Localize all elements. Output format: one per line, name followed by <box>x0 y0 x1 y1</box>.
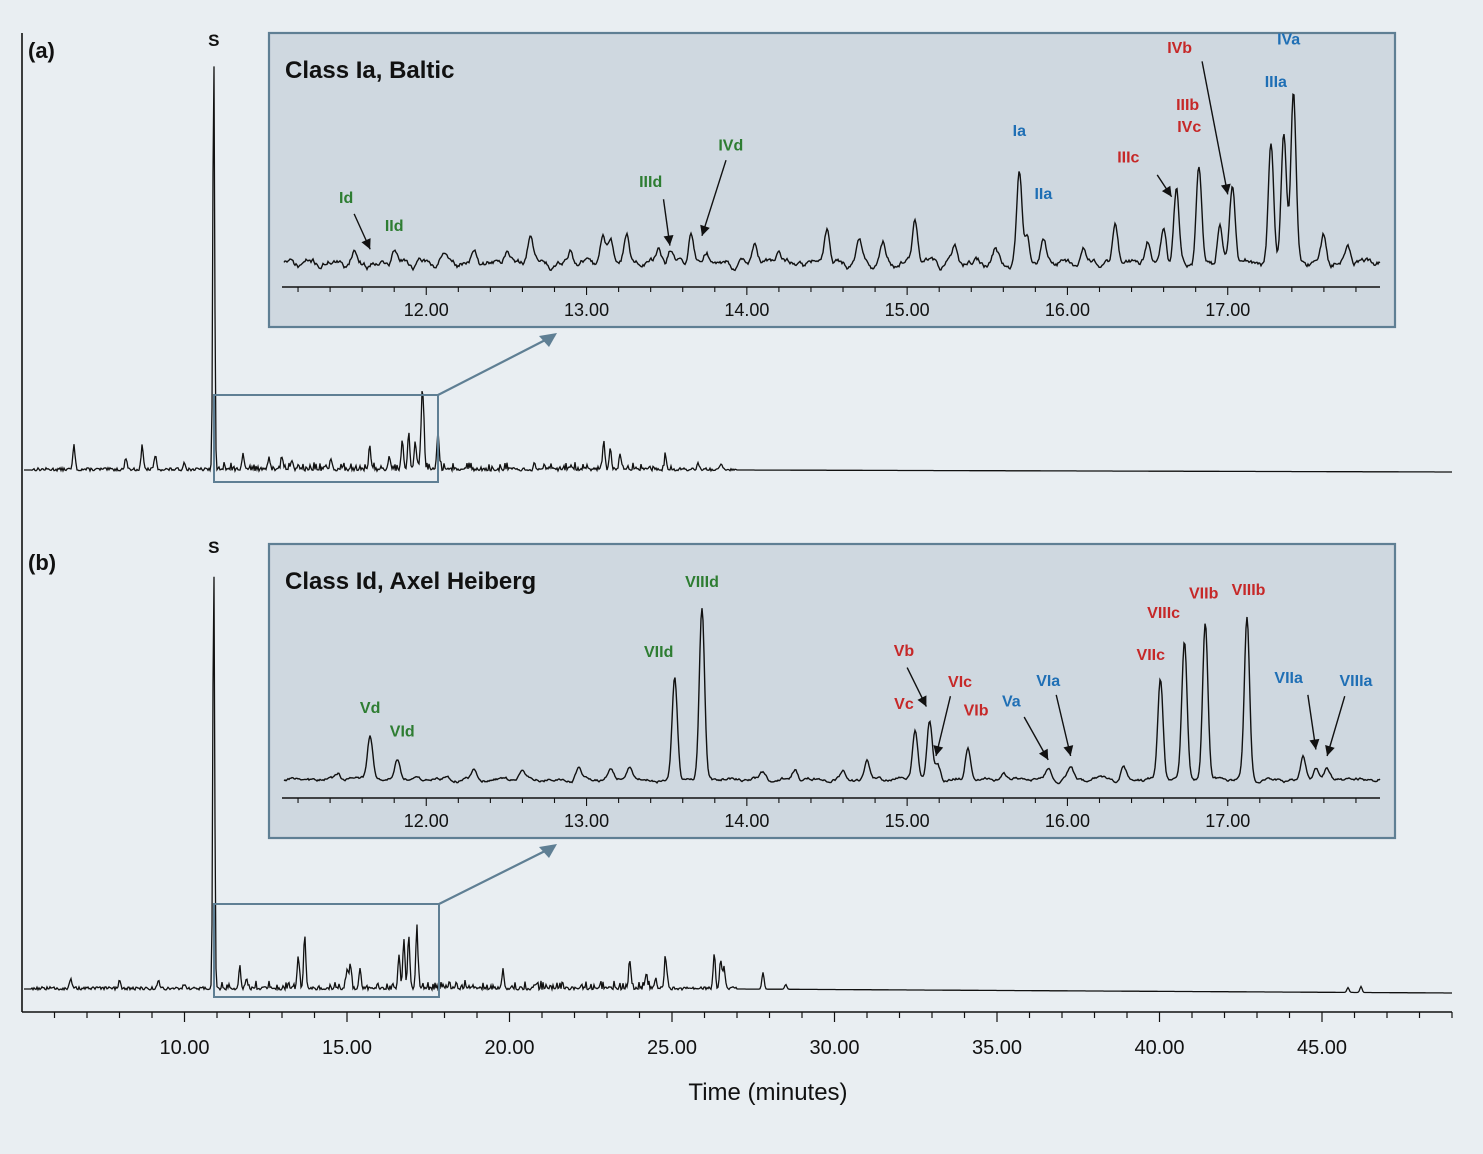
peak-label-VIIIa: VIIIa <box>1340 673 1373 690</box>
peak-arrow-head <box>1325 744 1335 756</box>
peak-label-VIIIb: VIIIb <box>1232 582 1266 599</box>
inset-x-tick-label: 16.00 <box>1045 811 1090 831</box>
zoom-connector-arrowhead <box>539 844 557 858</box>
inset-x-tick-label: 12.00 <box>404 300 449 320</box>
peak-label-VIIa: VIIa <box>1274 670 1303 687</box>
inset-x-tick-label: 15.00 <box>885 300 930 320</box>
peak-arrow-line <box>1326 696 1346 757</box>
peak-label-IIa: IIa <box>1034 186 1052 203</box>
peak-arrow-head <box>1309 738 1320 750</box>
zoom-connector-line <box>437 334 556 396</box>
peak-label-IVc: IVc <box>1177 119 1201 136</box>
peak-arrow-head <box>1220 183 1231 195</box>
zoom-connector-line <box>438 845 556 905</box>
x-axis-label: Time (minutes) <box>688 1079 847 1106</box>
peak-label-VId: VId <box>390 724 415 741</box>
zoom-region-box <box>213 394 439 483</box>
inset-panel <box>267 542 1397 840</box>
peak-arrow-line <box>1201 61 1229 195</box>
main-chromatogram-trace <box>24 66 1452 474</box>
peak-label-IVd: IVd <box>718 137 743 154</box>
peak-label-VIIc: VIIc <box>1137 647 1166 664</box>
inset-x-tick-label: 17.00 <box>1205 811 1250 831</box>
peak-label-VIIId: VIIId <box>685 574 719 591</box>
inset-title: Class Id, Axel Heiberg <box>285 568 536 595</box>
peak-arrow-head <box>700 224 710 236</box>
inset-title: Class Ia, Baltic <box>285 57 454 84</box>
panel-a: (a) S Class Ia, Baltic 12.00 13.00 14.00 15.00… <box>24 31 1452 483</box>
peak-label-IIIc: IIIc <box>1117 150 1139 167</box>
x-tick-label: 30.00 <box>809 1037 859 1059</box>
inset-x-tick-label: 16.00 <box>1045 300 1090 320</box>
peak-arrow-line <box>935 696 952 757</box>
peak-label-IVa: IVa <box>1277 31 1300 48</box>
inset-x-tick-label: 14.00 <box>724 300 769 320</box>
peak-label-Vd: Vd <box>360 700 380 717</box>
peak-arrow-line <box>701 159 727 237</box>
inset-x-tick-label: 12.00 <box>404 811 449 831</box>
peak-arrow-line <box>1055 694 1072 757</box>
inset-panel <box>267 31 1397 329</box>
peak-label-IId: IId <box>385 218 404 235</box>
peak-arrow-head <box>361 238 371 250</box>
panel-b: (b) S Class Id, Axel Heiberg 12.00 13.00 14.0… <box>24 538 1452 998</box>
peak-arrow-head <box>1038 748 1049 760</box>
inset-x-tick-label: 15.00 <box>885 811 930 831</box>
inset-chromatogram-trace <box>283 608 1381 785</box>
x-tick-label: 45.00 <box>1297 1037 1347 1059</box>
peak-label-Va: Va <box>1002 694 1021 711</box>
peak-label-Vb: Vb <box>894 643 915 660</box>
peak-label-IIId: IIId <box>639 174 662 191</box>
peak-label-Id: Id <box>339 190 353 207</box>
panel-letter: (a) <box>28 38 55 63</box>
peak-arrow-head <box>1161 185 1172 197</box>
zoom-connector-arrowhead <box>539 333 557 347</box>
peak-arrow-head <box>933 745 944 756</box>
main-chromatogram-trace <box>24 576 1452 994</box>
peak-label-IVb: IVb <box>1167 40 1192 57</box>
x-tick-label: 25.00 <box>647 1037 697 1059</box>
inset-x-tick-label: 13.00 <box>564 811 609 831</box>
inset-x-tick-label: 14.00 <box>724 811 769 831</box>
peak-label-VIb: VIb <box>964 703 989 720</box>
peak-arrow-head <box>917 695 927 707</box>
inset-x-tick-label: 13.00 <box>564 300 609 320</box>
x-tick-label: 40.00 <box>1134 1037 1184 1059</box>
peak-label-Ia: Ia <box>1013 123 1026 140</box>
peak-arrow-head <box>1063 745 1074 756</box>
panel-letter: (b) <box>28 550 56 575</box>
x-tick-label: 10.00 <box>159 1037 209 1059</box>
s-peak-label: S <box>208 538 219 557</box>
peak-label-IIIa: IIIa <box>1265 74 1287 91</box>
peak-label-IIIb: IIIb <box>1176 97 1199 114</box>
peak-label-VIc: VIc <box>948 674 972 691</box>
main-axes: 10.00 15.00 20.00 25.00 30.00 35.00 40.00 45.00 <box>21 33 1453 1059</box>
peak-label-VIId: VIId <box>644 644 673 661</box>
peak-label-VIIb: VIIb <box>1189 586 1219 603</box>
s-peak-label: S <box>208 31 219 50</box>
peak-label-Vc: Vc <box>894 696 914 713</box>
x-tick-label: 15.00 <box>322 1037 372 1059</box>
inset-x-tick-label: 17.00 <box>1205 300 1250 320</box>
peak-label-VIIIc: VIIIc <box>1147 605 1180 622</box>
x-tick-label: 20.00 <box>484 1037 534 1059</box>
zoom-region-box <box>213 903 440 998</box>
x-tick-label: 35.00 <box>972 1037 1022 1059</box>
peak-label-VIa: VIa <box>1036 673 1060 690</box>
inset-chromatogram-trace <box>283 93 1381 272</box>
peak-arrow-head <box>663 235 674 246</box>
